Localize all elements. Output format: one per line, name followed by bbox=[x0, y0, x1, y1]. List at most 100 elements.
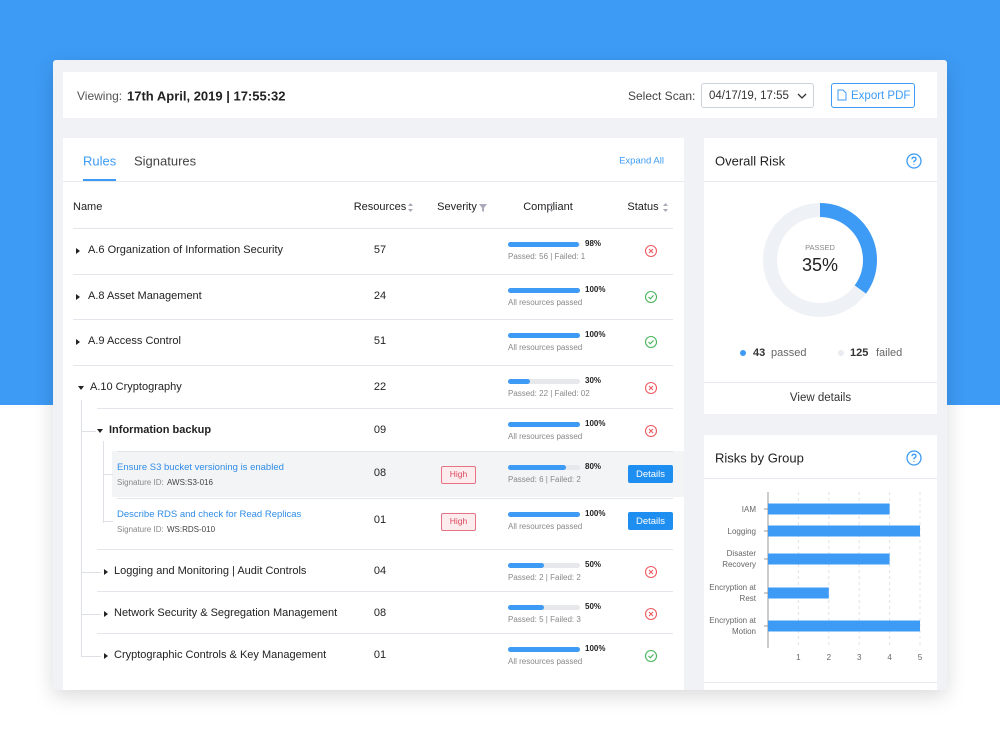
failed-count: 125 bbox=[850, 347, 868, 359]
status-icon bbox=[644, 244, 658, 258]
arrow bbox=[76, 294, 80, 300]
compliant-label: 80% bbox=[585, 462, 602, 471]
bar bbox=[768, 587, 829, 599]
status-icon bbox=[644, 335, 658, 349]
signature-label: Signature ID: bbox=[117, 478, 164, 487]
arrow bbox=[97, 429, 103, 433]
x-tick-label: 5 bbox=[918, 653, 923, 662]
resources: 51 bbox=[373, 335, 387, 347]
tree-line bbox=[103, 441, 104, 523]
progress-fill bbox=[508, 605, 544, 610]
compliant-label: 100% bbox=[585, 419, 606, 428]
compliant-label: 100% bbox=[585, 285, 606, 294]
status-glyph bbox=[648, 385, 654, 391]
compliant-label: 50% bbox=[585, 560, 602, 569]
divider bbox=[73, 228, 673, 229]
passed-label: passed bbox=[771, 347, 806, 359]
divider bbox=[704, 682, 937, 683]
divider bbox=[117, 498, 673, 499]
tab-underline bbox=[83, 179, 116, 181]
expand-arrow bbox=[97, 429, 103, 433]
bar bbox=[768, 503, 890, 515]
details-label[interactable]: Details bbox=[635, 516, 666, 527]
help-icon[interactable] bbox=[906, 153, 922, 169]
divider bbox=[117, 451, 673, 452]
x-tick-label: 4 bbox=[887, 653, 892, 662]
overall-risk-card bbox=[704, 138, 937, 414]
sort-icon bbox=[663, 203, 668, 212]
y-tick-label: Disaster Recovery bbox=[722, 549, 756, 569]
tree-branch bbox=[81, 572, 101, 573]
divider bbox=[97, 591, 673, 592]
details-button[interactable] bbox=[628, 465, 673, 483]
passed-count: 43 bbox=[753, 347, 765, 359]
scan-select[interactable] bbox=[701, 83, 814, 108]
status-glyph bbox=[648, 248, 654, 254]
tab-signatures[interactable]: Signatures bbox=[134, 153, 197, 169]
progress-track bbox=[508, 379, 580, 384]
compliant-detail: All resources passed bbox=[508, 522, 583, 531]
help-icon[interactable] bbox=[906, 450, 922, 466]
view-details[interactable]: View details bbox=[789, 392, 852, 404]
sort-arrow bbox=[549, 203, 554, 212]
status-ring bbox=[644, 649, 658, 663]
severity-badge bbox=[441, 466, 476, 484]
y-tick-label: Logging bbox=[727, 526, 756, 536]
rule-link[interactable]: Describe RDS and check for Read Replicas bbox=[117, 509, 302, 520]
expand-all[interactable]: Expand All bbox=[619, 155, 664, 167]
divider bbox=[63, 181, 684, 182]
pdf-icon bbox=[837, 89, 847, 101]
status-icon bbox=[644, 565, 658, 579]
divider bbox=[97, 549, 673, 550]
divider bbox=[73, 274, 673, 275]
severity: High bbox=[449, 516, 468, 526]
arrow bbox=[78, 386, 84, 390]
divider bbox=[704, 382, 937, 383]
card-title: Risks by Group bbox=[715, 450, 804, 466]
tree-branch bbox=[81, 656, 101, 657]
resources: 04 bbox=[373, 565, 387, 577]
compliant-detail: Passed: 6 | Failed: 2 bbox=[508, 475, 581, 484]
arrow bbox=[76, 248, 80, 254]
scan-value: 04/17/19, 17:55 bbox=[709, 90, 789, 102]
filter-icon bbox=[479, 204, 487, 212]
bar bbox=[768, 620, 920, 632]
column-header: Severity bbox=[437, 201, 477, 213]
bar bbox=[768, 525, 920, 537]
viewing-value: 17th April, 2019 | 17:55:32 bbox=[127, 88, 286, 104]
status-icon bbox=[644, 607, 658, 621]
rule-name: Information backup bbox=[109, 424, 212, 436]
signature-id: AWS:S3-016 bbox=[167, 478, 213, 487]
scan-label: Select Scan: bbox=[628, 89, 696, 103]
tab-rules[interactable]: Rules bbox=[83, 153, 117, 169]
viewing-label: Viewing: bbox=[77, 89, 123, 103]
donut-value: 35% bbox=[802, 255, 838, 275]
divider bbox=[97, 408, 673, 409]
column-header: Status bbox=[627, 201, 659, 213]
progress-fill bbox=[508, 288, 580, 293]
rule-name: A.6 Organization of Information Security bbox=[88, 244, 284, 256]
status-ring bbox=[644, 290, 658, 304]
divider bbox=[73, 319, 673, 320]
expand-arrow bbox=[76, 339, 80, 345]
compliant-detail: All resources passed bbox=[508, 657, 583, 666]
resources: 08 bbox=[373, 607, 387, 619]
status-icon bbox=[644, 290, 658, 304]
tree-branch bbox=[81, 614, 101, 615]
expand-arrow bbox=[104, 653, 108, 659]
tree-branch bbox=[81, 431, 96, 432]
progress-fill bbox=[508, 242, 579, 247]
column-header: Name bbox=[73, 201, 103, 213]
rule-link[interactable]: Ensure S3 bucket versioning is enabled bbox=[117, 462, 284, 473]
expand-arrow bbox=[76, 248, 80, 254]
sort-icon bbox=[408, 203, 413, 212]
export-button[interactable] bbox=[831, 83, 915, 108]
y-tick-label: Encryption at Motion bbox=[709, 616, 756, 636]
expand-arrow bbox=[76, 294, 80, 300]
x-tick-label: 3 bbox=[857, 653, 862, 662]
details-label[interactable]: Details bbox=[635, 469, 666, 480]
status-icon bbox=[644, 381, 658, 395]
compliant-detail: Passed: 56 | Failed: 1 bbox=[508, 252, 586, 261]
details-button[interactable] bbox=[628, 512, 673, 530]
resources: 09 bbox=[373, 424, 387, 436]
